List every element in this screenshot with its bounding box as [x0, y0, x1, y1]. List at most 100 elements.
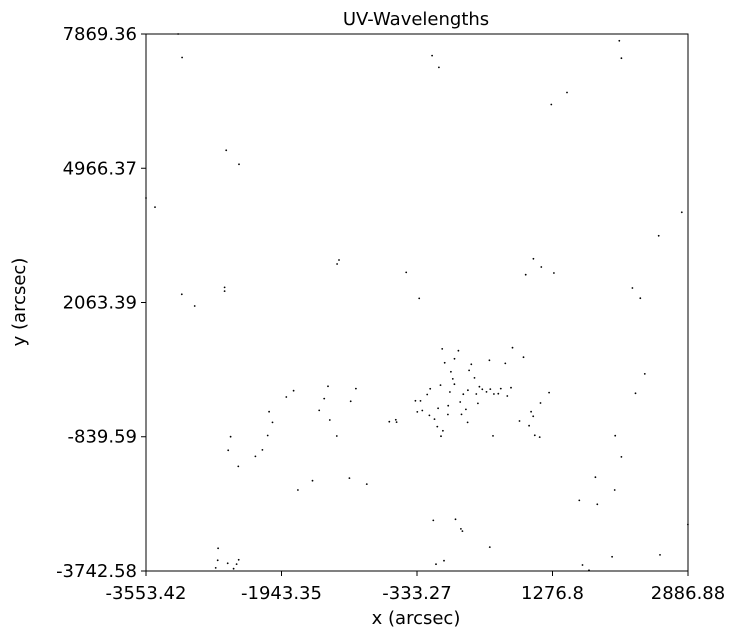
data-point	[419, 400, 422, 402]
y-axis-label: y (arcsec)	[9, 258, 30, 347]
data-point	[473, 377, 476, 379]
data-point	[440, 435, 442, 438]
y-tick-label: 2063.39	[63, 293, 137, 314]
data-point	[338, 259, 340, 261]
data-point	[348, 477, 351, 479]
data-point	[459, 401, 462, 403]
data-point	[437, 407, 439, 410]
data-point	[620, 57, 623, 60]
data-points	[145, 33, 689, 572]
data-point	[405, 271, 408, 274]
data-point	[538, 436, 541, 438]
x-axis-label: x (arcsec)	[372, 608, 461, 629]
data-point	[355, 387, 357, 390]
data-point	[447, 413, 449, 416]
data-point	[539, 402, 542, 404]
data-point	[478, 385, 481, 388]
data-point	[454, 518, 457, 521]
data-point	[499, 387, 502, 390]
data-point	[394, 418, 397, 421]
data-point	[414, 399, 417, 402]
data-point	[261, 449, 264, 451]
data-point	[429, 387, 432, 390]
y-tick-label: -839.59	[68, 427, 137, 448]
data-point	[254, 455, 257, 458]
data-point	[481, 388, 484, 391]
x-tick-label: -3553.42	[106, 583, 187, 604]
data-point	[349, 400, 352, 403]
data-point	[416, 411, 419, 413]
data-point	[237, 558, 240, 561]
data-point	[485, 391, 488, 393]
data-point	[285, 396, 288, 398]
data-point	[506, 395, 509, 397]
data-point	[510, 386, 512, 389]
data-point	[467, 389, 469, 392]
data-point	[214, 567, 217, 569]
x-axis: -3553.42 -1943.35 -333.27 1276.8 2886.88	[106, 571, 725, 604]
data-point	[618, 39, 621, 42]
data-point	[613, 489, 616, 491]
data-point	[462, 393, 465, 396]
data-point	[532, 257, 535, 260]
data-point	[614, 434, 617, 437]
data-point	[594, 476, 597, 479]
data-point	[271, 421, 274, 424]
data-point	[232, 567, 235, 570]
data-point	[388, 420, 391, 423]
data-point	[451, 378, 454, 380]
data-point	[216, 559, 219, 562]
data-point	[596, 503, 599, 506]
data-point	[323, 397, 326, 400]
data-point	[465, 408, 467, 411]
data-point	[488, 359, 491, 362]
data-point	[226, 562, 229, 565]
data-point	[659, 554, 661, 556]
data-point	[365, 483, 368, 485]
data-point	[436, 425, 439, 428]
data-point	[447, 404, 450, 407]
data-point	[428, 414, 431, 417]
data-point	[432, 519, 435, 522]
data-point	[643, 373, 646, 375]
chart-title: UV-Wavelengths	[343, 9, 489, 30]
y-tick-label: 4966.37	[63, 158, 137, 179]
x-tick-label: 2886.88	[651, 583, 725, 604]
data-point	[297, 489, 299, 491]
data-point	[311, 479, 314, 482]
data-point	[442, 429, 444, 432]
data-point	[223, 290, 226, 292]
data-point	[540, 266, 543, 268]
data-point	[460, 413, 463, 416]
data-point	[460, 528, 462, 530]
data-point	[439, 384, 442, 386]
data-point	[229, 435, 232, 438]
data-point	[238, 163, 240, 166]
data-point	[193, 305, 196, 307]
data-point	[435, 563, 437, 566]
data-point	[470, 363, 473, 366]
data-point	[225, 149, 228, 152]
data-point	[438, 66, 440, 69]
data-point	[336, 263, 338, 265]
data-point	[489, 388, 492, 390]
x-tick-label: -333.27	[382, 583, 451, 604]
data-point	[611, 555, 613, 558]
plot-area-frame	[145, 33, 689, 572]
data-point	[335, 435, 338, 437]
data-point	[634, 392, 637, 395]
data-point	[266, 434, 269, 437]
data-point	[443, 361, 446, 364]
data-point	[504, 362, 507, 365]
data-point	[327, 385, 329, 388]
data-point	[441, 348, 444, 350]
data-point	[518, 420, 521, 422]
data-point	[418, 297, 421, 300]
data-point	[421, 409, 424, 412]
data-point	[522, 356, 525, 359]
data-point	[639, 297, 642, 300]
data-point	[180, 293, 183, 296]
data-point	[227, 449, 230, 452]
data-point	[528, 424, 530, 427]
